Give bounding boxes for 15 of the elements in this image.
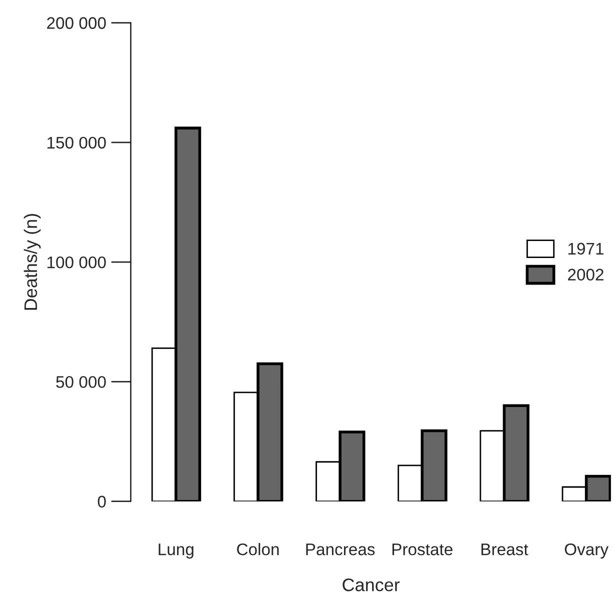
x-tick-label: Ovary (564, 543, 608, 559)
legend-label: 2002 (568, 268, 604, 281)
x-tick-label: Colon (237, 543, 279, 556)
x-axis-title: Cancer (342, 578, 400, 592)
y-tick-label: 150 000 (48, 136, 106, 149)
x-tick-label: Lung (158, 544, 194, 559)
legend-label: 1971 (568, 242, 604, 255)
y-tick-label: 0 (98, 496, 106, 508)
x-tick-label: Pancreas (306, 544, 375, 556)
y-tick-label: 50 000 (56, 376, 106, 388)
x-tick-label: Prostate (392, 544, 452, 556)
x-tick-label: Breast (482, 544, 528, 556)
y-axis-title: Deaths/y (n) (24, 214, 41, 310)
y-tick-label: 200 000 (47, 17, 106, 29)
y-tick-label: 100 000 (48, 256, 106, 268)
